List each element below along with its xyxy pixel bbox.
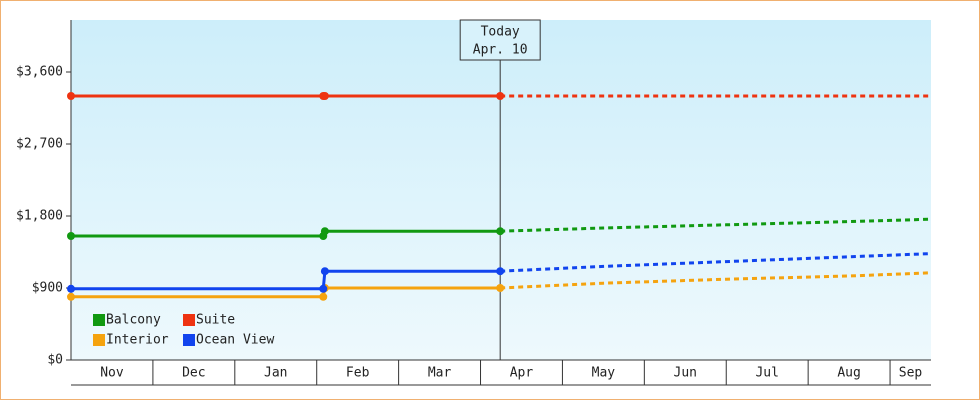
series-line <box>71 269 501 291</box>
x-tick-label: Aug <box>837 366 860 381</box>
legend-swatch <box>93 334 105 346</box>
legend-label: Interior <box>106 333 169 348</box>
x-tick-label: Jul <box>755 366 778 381</box>
x-tick-label: Feb <box>346 366 370 381</box>
forecast-line <box>500 252 932 273</box>
x-tick-label: Sep <box>899 366 923 381</box>
y-tick-label: $0 <box>47 353 63 368</box>
x-tick-label: Apr <box>510 366 534 381</box>
point <box>319 284 328 293</box>
x-tick-label: May <box>592 366 616 381</box>
today-label: Today <box>481 25 520 40</box>
legend-label: Suite <box>196 313 235 328</box>
x-tick-label: Jun <box>674 366 697 381</box>
y-tick-label: $1,800 <box>16 209 63 224</box>
point <box>320 227 329 236</box>
x-tick-label: Mar <box>428 366 452 381</box>
today-date: Apr. 10 <box>473 43 528 58</box>
point <box>67 232 75 240</box>
point <box>320 92 329 100</box>
y-tick-label: $900 <box>32 281 63 296</box>
point <box>319 292 328 301</box>
point <box>496 227 505 236</box>
point <box>496 92 505 100</box>
legend-label: Ocean View <box>196 333 274 348</box>
x-tick-label: Dec <box>182 366 205 381</box>
legend-swatch <box>93 314 105 326</box>
x-tick-label: Jan <box>264 366 287 381</box>
y-tick-label: $3,600 <box>16 65 63 80</box>
x-tick-label: Nov <box>100 366 124 381</box>
y-tick-label: $2,700 <box>16 137 63 152</box>
legend-swatch <box>183 314 195 326</box>
forecast-line <box>500 271 932 290</box>
point <box>67 92 75 100</box>
forecast-line <box>500 217 932 233</box>
legend-label: Balcony <box>106 313 161 328</box>
point <box>496 284 505 292</box>
point <box>320 267 329 276</box>
point <box>67 284 75 293</box>
point <box>67 292 75 301</box>
legend-swatch <box>183 334 195 346</box>
point <box>496 267 505 276</box>
today-box <box>459 19 541 61</box>
plot-area <box>71 20 931 360</box>
